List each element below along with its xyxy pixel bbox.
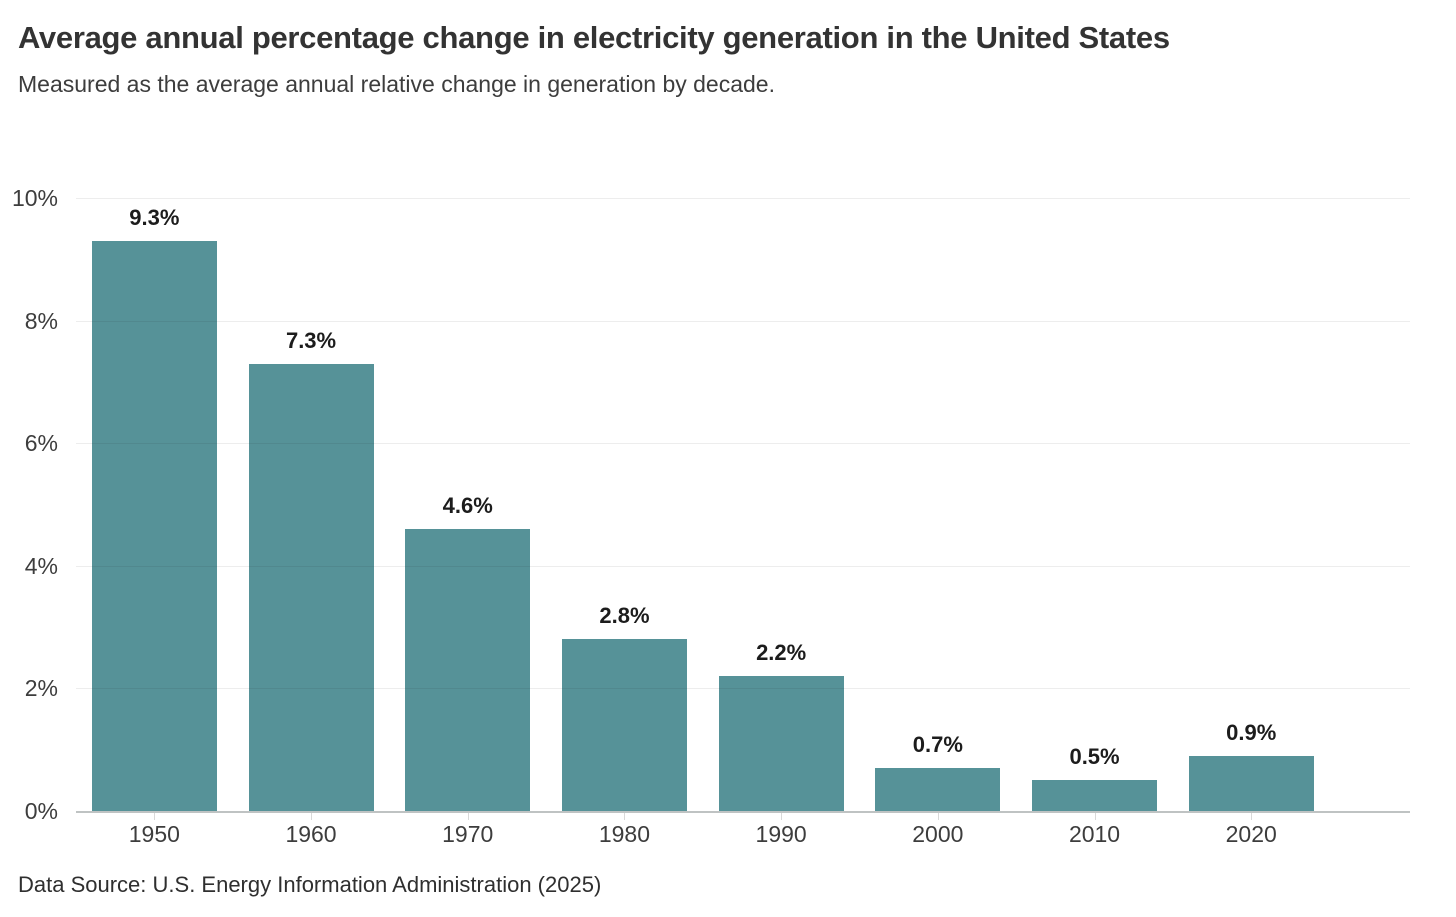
y-axis-tick-label: 8% (24, 307, 58, 334)
y-axis-tick-label: 4% (24, 552, 58, 579)
x-axis-tick-mark (467, 813, 469, 820)
bar-value-label: 2.2% (756, 640, 807, 666)
x-axis-tick-mark (781, 813, 783, 820)
x-axis-tick-mark (624, 813, 626, 820)
gridline-4% (76, 565, 1410, 567)
bar-2020 (1188, 755, 1314, 811)
bar-2000 (875, 768, 1001, 811)
x-axis-tick-label: 1950 (128, 821, 180, 847)
gridline-6% (76, 443, 1410, 445)
gridline-2% (76, 688, 1410, 690)
gridline-10% (76, 198, 1410, 199)
x-axis-tick-mark (311, 813, 313, 820)
bar-value-label: 7.3% (285, 327, 337, 353)
bar-1970 (405, 529, 531, 811)
bar-1960 (248, 363, 374, 811)
x-axis-tick-label: 1970 (442, 821, 494, 847)
bar-1950 (91, 240, 217, 811)
y-axis-tick-label: 6% (24, 430, 58, 457)
y-axis-tick-label: 0% (24, 798, 58, 824)
x-axis-tick-label: 1990 (755, 821, 807, 847)
bar-value-label: 2.8% (599, 603, 650, 629)
x-axis-tick-mark (1094, 813, 1096, 820)
y-axis-tick-label: 10% (11, 185, 58, 211)
x-axis-tick-label: 1960 (285, 821, 337, 847)
bar-1990 (718, 676, 844, 811)
x-axis-tick-mark (154, 813, 156, 820)
x-axis-tick-mark (937, 813, 939, 820)
gridline-8% (76, 320, 1410, 322)
x-axis-tick-mark (1251, 813, 1253, 820)
chart-title: Average annual percentage change in elec… (18, 20, 1170, 55)
x-axis-tick-label: 1980 (598, 821, 651, 847)
bar-value-label: 9.3% (129, 204, 180, 230)
x-axis-tick-label: 2000 (912, 821, 964, 847)
bar-value-label: 0.9% (1226, 719, 1277, 745)
bar-value-label: 0.5% (1069, 744, 1120, 770)
x-axis-tick-label: 2020 (1225, 821, 1277, 847)
y-axis-tick-label: 2% (24, 675, 58, 702)
bar-value-label: 0.7% (912, 732, 963, 758)
bar-value-label: 4.6% (442, 493, 493, 519)
chart-subtitle: Measured as the average annual relative … (18, 71, 775, 97)
data-source-note: Data Source: U.S. Energy Information Adm… (18, 872, 602, 897)
x-axis-tick-label: 2010 (1068, 821, 1121, 847)
bar-2010 (1032, 780, 1158, 811)
bar-1980 (561, 639, 687, 811)
x-axis-line (76, 811, 1410, 813)
